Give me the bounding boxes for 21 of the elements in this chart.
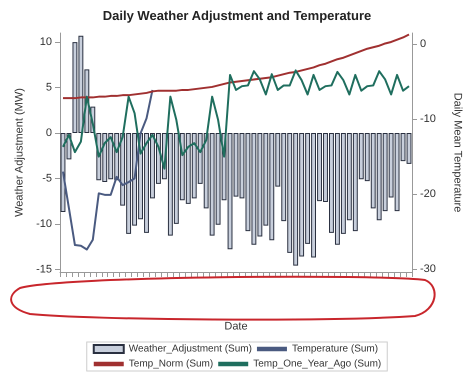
y2-tick-label: -20	[420, 188, 436, 200]
y2-tick-label: 0	[420, 38, 426, 50]
line-series	[62, 69, 410, 170]
y-tick-label: -10	[36, 218, 52, 230]
y-tick-label: -5	[42, 172, 52, 184]
line-series	[62, 34, 410, 100]
y2-tick-label: -10	[420, 113, 436, 126]
y-axis-title: Weather Adjustment (MW)	[14, 88, 26, 217]
y-tick-label: 10	[40, 36, 52, 48]
y2-tick-label: -30	[420, 263, 436, 276]
y-tick-label: 0	[46, 126, 52, 139]
y-tick-label: 5	[46, 82, 52, 94]
x-axis-title: Date	[224, 320, 248, 332]
y-tick-label: -15	[36, 263, 52, 276]
legend-label: Temp_One_Year_Ago (Sum)	[253, 358, 382, 370]
line-series	[62, 88, 154, 251]
y2-axis-title: Daily Mean Temperature	[452, 92, 464, 212]
legend-label: Temp_Norm (Sum)	[128, 358, 214, 370]
chart-title: Daily Weather Adjustment and Temperature	[102, 8, 372, 23]
legend-label: Weather_Adjustment (Sum)	[128, 344, 252, 354]
legend-label: Temperature (Sum)	[292, 344, 378, 354]
